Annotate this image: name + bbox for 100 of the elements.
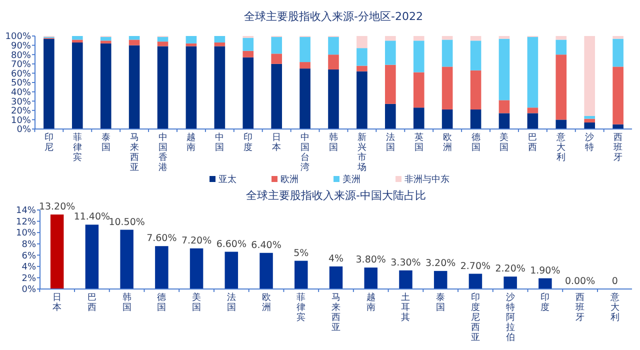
bar: [413, 36, 424, 41]
bar: [128, 40, 140, 46]
bar: [538, 278, 552, 289]
bar: [442, 109, 453, 129]
bar: [584, 118, 596, 122]
bar: [120, 230, 134, 289]
bar: [556, 36, 567, 40]
y-tick-label: 50%: [10, 78, 32, 89]
bar: [442, 40, 453, 67]
x-tick-label: 菲律宾: [296, 292, 306, 323]
x-tick-label: 美国: [192, 292, 202, 313]
bar: [44, 38, 54, 129]
bar: [242, 50, 254, 58]
x-tick-label: 意大利: [556, 132, 566, 163]
chart-title: 全球主要股指收入来源-中国大陆占比: [246, 189, 426, 202]
bar: [186, 36, 197, 44]
y-tick-label: 2%: [22, 274, 36, 284]
x-tick-label: 中国: [215, 132, 224, 153]
legend-label: 非洲与中东: [404, 174, 450, 185]
bar: [584, 116, 596, 119]
bar: [385, 36, 396, 41]
bar: [470, 36, 482, 41]
y-tick-label: 0%: [22, 285, 36, 296]
bar: [100, 43, 112, 129]
bar: [399, 270, 412, 289]
y-tick-label: 80%: [10, 50, 32, 61]
bar: [498, 38, 510, 100]
bar: [157, 46, 168, 129]
bar: [128, 45, 140, 129]
bar: [413, 40, 424, 72]
x-tick-label: 巴西: [87, 293, 96, 313]
bar: [556, 120, 567, 129]
bar: [224, 252, 238, 289]
x-tick-label: 西班牙: [576, 293, 585, 323]
bar: [527, 108, 538, 114]
x-tick-label: 欧洲: [262, 292, 271, 313]
bar: [100, 40, 112, 44]
bar: [72, 42, 83, 129]
x-tick-label: 日本: [52, 293, 62, 313]
data-label: 6.60%: [216, 238, 246, 250]
y-tick-label: 20%: [10, 106, 32, 117]
x-tick-label: 泰国: [101, 132, 110, 153]
bar: [186, 46, 197, 129]
x-tick-label: 韩国: [122, 292, 132, 313]
data-label: 3.80%: [356, 254, 386, 266]
data-label: 10.50%: [108, 216, 145, 228]
bar: [128, 36, 140, 40]
y-tick-label: 8%: [22, 240, 36, 250]
bar: [556, 40, 567, 55]
bar: [214, 36, 226, 43]
x-tick-label: 越南: [186, 132, 196, 153]
y-tick-label: 12%: [16, 217, 36, 228]
bar: [434, 270, 448, 289]
x-tick-label: 德国: [471, 132, 480, 153]
x-tick-label: 沙特: [585, 132, 594, 153]
bar: [100, 36, 112, 41]
bar: [300, 62, 310, 69]
bar: [157, 42, 168, 46]
bar: [468, 274, 482, 289]
x-tick-label: 泰国: [436, 292, 446, 313]
y-tick-label: 40%: [10, 88, 32, 98]
legend-label: 欧洲: [280, 174, 298, 185]
data-label: 6.40%: [251, 240, 282, 251]
bar: [329, 266, 343, 289]
bar: [442, 66, 453, 110]
y-tick-label: 4%: [22, 262, 36, 273]
bar: [50, 214, 64, 289]
bar: [260, 252, 273, 289]
y-tick-label: 90%: [10, 41, 32, 52]
bar: [364, 268, 378, 289]
legend-label: 亚太: [218, 174, 236, 185]
x-tick-label: 中国台湾: [300, 132, 310, 173]
bar: [385, 104, 396, 129]
bar: [612, 66, 624, 124]
bar: [527, 113, 538, 129]
bar: [356, 66, 368, 72]
bar: [271, 36, 282, 54]
bar: [385, 40, 396, 65]
data-label: 3.20%: [426, 258, 456, 269]
y-tick-label: 100%: [5, 32, 32, 42]
bar: [612, 36, 624, 39]
data-label: 13.20%: [38, 202, 76, 213]
y-tick-label: 30%: [10, 97, 32, 108]
data-label: 1.90%: [530, 265, 560, 276]
y-tick-label: 14%: [16, 206, 36, 216]
bar: [356, 36, 368, 48]
bar: [385, 64, 396, 104]
bar: [271, 54, 282, 64]
x-tick-label: 中国香港: [158, 132, 168, 173]
y-tick-label: 70%: [10, 60, 32, 70]
x-tick-label: 英国: [414, 132, 424, 153]
data-label: 5%: [294, 248, 309, 259]
bar: [294, 260, 308, 289]
bar: [190, 248, 204, 289]
bar: [498, 113, 510, 129]
x-tick-label: 菲律宾: [72, 132, 82, 163]
x-tick-label: 印度尼西亚: [470, 292, 480, 343]
bar: [584, 122, 596, 129]
data-label: 7.20%: [181, 235, 212, 246]
bar: [242, 38, 254, 51]
